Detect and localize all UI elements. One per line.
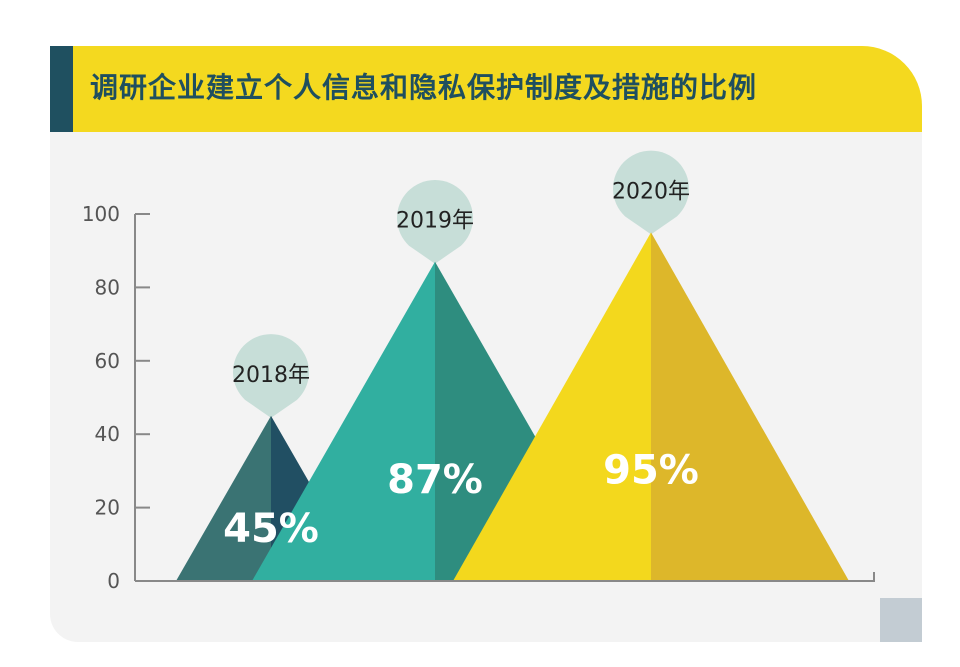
triangle-left-face <box>176 415 271 581</box>
value-labels: 2018年 45% 2019年 87% 2020年 95% <box>223 179 699 552</box>
value-label: 45% <box>223 506 319 552</box>
value-label: 87% <box>387 457 483 503</box>
triangle-right-face <box>435 261 618 581</box>
y-tick-label: 80 <box>95 275 120 299</box>
title-accent-stripe <box>50 46 73 132</box>
y-tick-label: 100 <box>82 202 120 226</box>
y-tick-label: 0 <box>107 569 120 593</box>
title-banner <box>50 46 922 132</box>
y-tick-label: 20 <box>95 496 120 520</box>
year-label: 2018年 <box>232 363 310 388</box>
value-label: 95% <box>603 447 699 493</box>
y-tick-label: 60 <box>95 349 120 373</box>
chart-title: 调研企业建立个人信息和隐私保护制度及措施的比例 <box>90 71 758 104</box>
triangle-right-face <box>651 232 849 581</box>
triangle-left-face <box>252 261 435 581</box>
triangle-bar-3 <box>453 232 849 581</box>
corner-decoration <box>880 598 922 642</box>
year-pin-marker <box>613 150 689 235</box>
triangle-bars <box>176 232 849 581</box>
y-ticks: 0 20 40 60 80 100 <box>82 202 150 593</box>
year-label: 2019年 <box>396 209 474 234</box>
triangle-bar-2 <box>252 261 618 581</box>
year-pins <box>233 150 689 418</box>
year-pin-marker <box>396 179 473 264</box>
year-label: 2020年 <box>612 179 690 204</box>
triangle-left-face <box>453 232 651 581</box>
year-pin-marker <box>233 334 309 418</box>
y-tick-label: 40 <box>95 422 120 446</box>
axes <box>134 214 875 582</box>
